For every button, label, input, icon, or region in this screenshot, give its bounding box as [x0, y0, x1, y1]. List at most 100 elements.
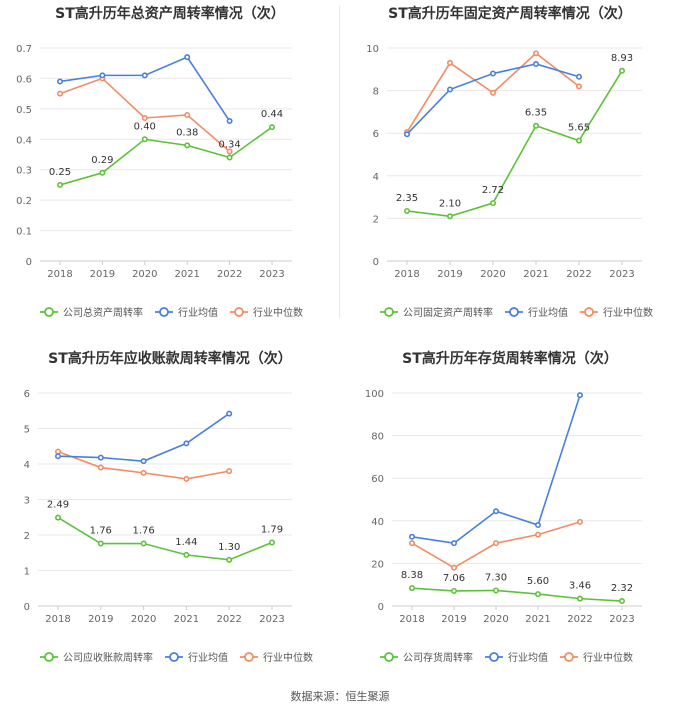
- data-point-avg: [141, 72, 148, 79]
- legend-item-company[interactable]: 公司总资产周转率: [40, 306, 143, 319]
- y-tick-label: 0.3: [16, 166, 32, 177]
- x-tick-label: 2020: [132, 269, 157, 280]
- x-tick-label: 2021: [174, 614, 199, 625]
- data-point-median: [226, 468, 233, 475]
- y-tick-label: 2: [24, 531, 30, 542]
- data-label: 2.35: [396, 193, 418, 204]
- data-point-company: [576, 137, 583, 144]
- data-point-company: [451, 587, 458, 594]
- legend-marker-icon: [234, 307, 244, 317]
- chart-title: ST高升历年固定资产周转率情况（次）: [388, 6, 632, 22]
- x-tick-label: 2020: [131, 614, 156, 625]
- legend-label: 行业中位数: [253, 306, 303, 319]
- data-label: 0.34: [218, 140, 240, 151]
- y-tick-label: 0.7: [16, 44, 32, 55]
- data-point-median: [56, 90, 63, 97]
- legend-label: 公司应收账款周转率: [63, 651, 153, 664]
- data-point-company: [535, 591, 542, 598]
- legend-label: 行业均值: [188, 651, 228, 664]
- legend-item-company[interactable]: 公司固定资产周转率: [380, 306, 493, 319]
- y-tick-label: 3: [24, 496, 30, 507]
- x-tick-label: 2021: [525, 614, 550, 625]
- data-label: 3.46: [569, 581, 591, 592]
- legend-marker-icon: [509, 307, 519, 317]
- legend-item-avg[interactable]: 行业均值: [505, 306, 568, 319]
- charts-grid: ST高升历年总资产周转率情况（次） 0 0.1 0.2 0.3 0.4 0.5 0.6 0.7 2…: [0, 0, 680, 690]
- legend-label: 行业中位数: [583, 651, 633, 664]
- data-label: 1.76: [132, 526, 154, 537]
- data-point-avg: [490, 70, 497, 77]
- y-tick-label: 0.5: [16, 105, 32, 116]
- y-tick-label: 0: [24, 602, 30, 613]
- x-tick-label: 2019: [90, 269, 115, 280]
- data-label: 1.79: [261, 524, 283, 535]
- chart-title: ST高升历年存货周转率情况（次）: [402, 351, 618, 367]
- y-tick-label: 10: [366, 44, 379, 55]
- data-point-company: [184, 142, 191, 149]
- chart-title: ST高升历年总资产周转率情况（次）: [55, 6, 285, 22]
- data-point-company: [533, 122, 540, 129]
- data-label: 0.44: [261, 109, 283, 120]
- legend-item-company[interactable]: 公司应收账款周转率: [40, 651, 153, 664]
- data-label: 7.06: [443, 573, 465, 584]
- data-point-avg: [451, 540, 458, 547]
- y-tick-label: 0: [26, 257, 32, 268]
- data-point-avg: [183, 440, 190, 447]
- legend-item-avg[interactable]: 行业均值: [165, 651, 228, 664]
- data-point-company: [54, 514, 61, 521]
- y-tick-label: 0: [373, 257, 379, 268]
- y-tick-label: 2: [373, 214, 379, 225]
- data-label: 2.10: [439, 198, 461, 209]
- legend-marker-icon: [384, 652, 394, 662]
- series-line-company: [59, 126, 273, 186]
- y-tick-label: 4: [373, 172, 379, 183]
- chart-panel-2: ST高升历年固定资产周转率情况（次） 0 2 4 6 8 10 2018 2019 2020 202…: [340, 0, 680, 345]
- legend-marker-icon: [159, 307, 169, 317]
- panel-divider: [339, 6, 340, 318]
- x-tick-label: 2023: [259, 614, 284, 625]
- data-point-median: [451, 564, 458, 571]
- data-label: 2.32: [611, 583, 633, 594]
- data-label: 0.40: [134, 121, 156, 132]
- legend-item-company[interactable]: 公司存货周转率: [380, 651, 473, 664]
- data-label: 5.65: [568, 123, 590, 134]
- data-label: 1.30: [218, 542, 240, 553]
- data-point-company: [140, 540, 147, 547]
- legend-marker-icon: [564, 652, 574, 662]
- legend-item-median[interactable]: 行业中位数: [560, 651, 633, 664]
- chart-svg: 0 2 4 6 8 10 2018 2019 2020 2021 2022 2023 2.35 2.10 2…: [366, 44, 653, 319]
- chart-panel-3: ST高升历年应收账款周转率情况（次） 0 1 2 3 4 5 6 2018 2019 2020 202…: [0, 345, 340, 690]
- x-tick-label: 2018: [45, 614, 70, 625]
- data-label: 0.38: [176, 127, 198, 138]
- x-tick-label: 2021: [523, 269, 548, 280]
- y-tick-label: 1: [24, 567, 30, 578]
- legend-item-median[interactable]: 行业中位数: [240, 651, 313, 664]
- y-tick-label: 0.2: [16, 196, 32, 207]
- legend-marker-icon: [489, 652, 499, 662]
- legend-item-avg[interactable]: 行业均值: [485, 651, 548, 664]
- data-label: 2.49: [47, 500, 69, 511]
- data-point-median: [493, 540, 500, 547]
- y-tick-label: 0.4: [16, 135, 32, 146]
- legend-item-median[interactable]: 行业中位数: [230, 306, 303, 319]
- data-label: 8.38: [401, 570, 423, 581]
- data-point-avg: [535, 522, 542, 529]
- data-point-company: [268, 124, 275, 131]
- data-point-company: [577, 595, 584, 602]
- data-label: 8.93: [611, 53, 633, 64]
- data-point-avg: [184, 54, 191, 61]
- x-tick-label: 2022: [566, 269, 591, 280]
- legend-item-median[interactable]: 行业中位数: [580, 306, 653, 319]
- legend-label: 行业均值: [178, 306, 218, 319]
- series-line-company: [406, 70, 623, 218]
- data-point-avg: [226, 118, 233, 125]
- legend-item-avg[interactable]: 行业均值: [155, 306, 218, 319]
- legend-marker-icon: [584, 307, 594, 317]
- y-tick-label: 100: [365, 389, 384, 400]
- data-point-median: [97, 464, 104, 471]
- data-point-avg: [140, 458, 147, 465]
- x-tick-label: 2020: [483, 614, 508, 625]
- x-tick-label: 2019: [441, 614, 466, 625]
- legend-label: 行业均值: [528, 306, 568, 319]
- chart-svg: 0 1 2 3 4 5 6 2018 2019 2020 2021 2022 2023 2.49 1.76 1…: [24, 389, 313, 664]
